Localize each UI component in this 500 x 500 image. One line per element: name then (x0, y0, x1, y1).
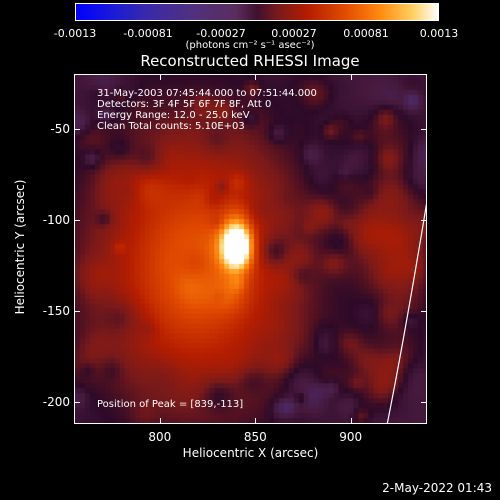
colorbar-tick: -0.00081 (123, 27, 173, 40)
y-tick-label: -100 (42, 212, 70, 227)
y-tick-label: -50 (50, 121, 70, 136)
y-tick-mark (421, 310, 427, 312)
chart-title: Reconstructed RHESSI Image (140, 52, 360, 70)
y-axis-label: Heliocentric Y (arcsec) (13, 179, 27, 315)
y-tick-label: -150 (42, 303, 70, 318)
x-tick-mark (255, 74, 257, 80)
x-tick-label: 850 (243, 430, 267, 444)
x-axis-label: Heliocentric X (arcsec) (182, 446, 319, 460)
y-tick-mark (74, 128, 80, 130)
y-tick-mark (421, 128, 427, 130)
x-tick-mark (350, 418, 352, 424)
y-tick-mark (74, 310, 80, 312)
colorbar-tick: 0.00027 (271, 27, 317, 40)
peak-position-label: Position of Peak = [839,-113] (97, 399, 244, 410)
annotation-time: 31-May-2003 07:45:44.000 to 07:51:44.000 (97, 88, 317, 99)
x-tick-mark (159, 418, 161, 424)
x-tick-label: 900 (339, 430, 363, 444)
plot-area: 31-May-2003 07:45:44.000 to 07:51:44.000… (74, 74, 427, 424)
colorbar-unit-label: (photons cm⁻² s⁻¹ asec⁻²) (185, 40, 315, 51)
colorbar-tick: 0.0013 (419, 27, 459, 40)
y-tick-mark (74, 402, 80, 404)
solar-limb-line (386, 203, 426, 423)
annotation-detectors: Detectors: 3F 4F 5F 6F 7F 8F, Att 0 (97, 99, 272, 110)
limb-overlay (386, 203, 426, 423)
x-tick-label: 800 (148, 430, 172, 444)
y-tick-mark (421, 219, 427, 221)
y-tick-mark (74, 219, 80, 221)
y-tick-label: -200 (42, 395, 70, 410)
y-tick-mark (421, 402, 427, 404)
x-tick-mark (255, 418, 257, 424)
colorbar-tick: -0.0013 (53, 27, 97, 40)
heatmap-image (75, 75, 426, 423)
colorbar-tick: -0.00027 (196, 27, 246, 40)
timestamp: 2-May-2022 01:43 (382, 481, 492, 495)
x-tick-mark (350, 74, 352, 80)
annotation-energy: Energy Range: 12.0 - 25.0 keV (97, 110, 250, 121)
annotation-clean: Clean Total counts: 5.10E+03 (97, 121, 245, 132)
x-tick-mark (159, 74, 161, 80)
colorbar (75, 3, 439, 21)
colorbar-tick: 0.00081 (343, 27, 389, 40)
